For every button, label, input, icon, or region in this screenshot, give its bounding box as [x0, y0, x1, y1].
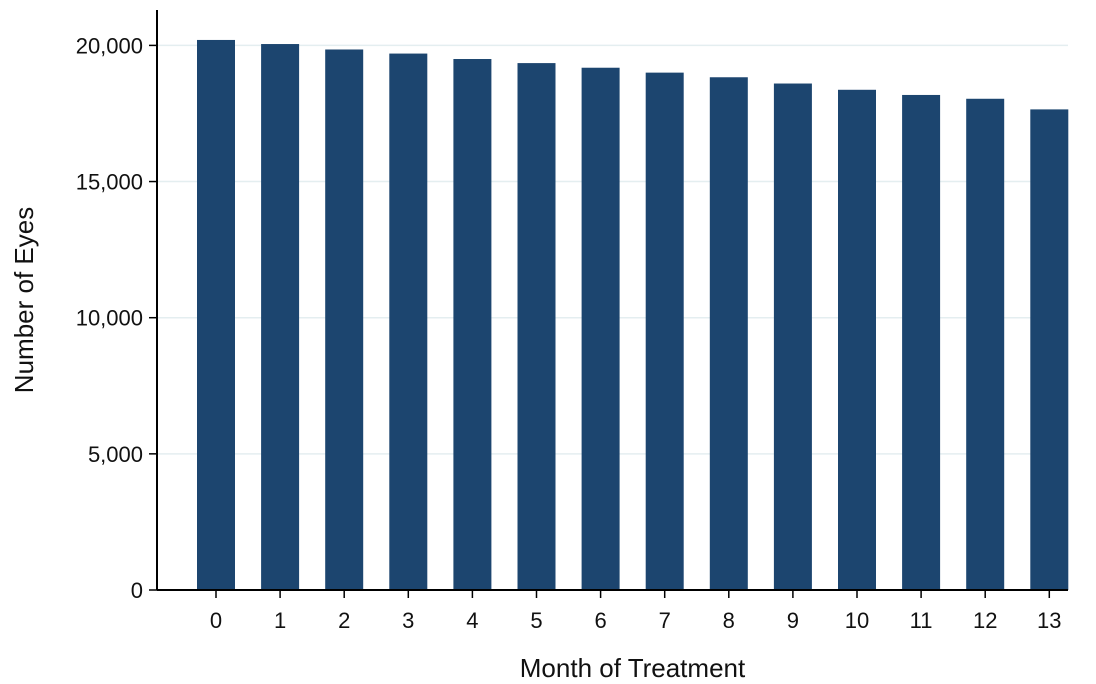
- bar: [325, 49, 364, 590]
- bar: [453, 59, 492, 590]
- y-tick-label: 5,000: [88, 442, 143, 467]
- y-axis-ticks: 0 5,000 10,000 15,000 20,000: [76, 33, 157, 603]
- y-tick-label: 15,000: [76, 170, 143, 195]
- x-tick-label: 9: [787, 608, 799, 633]
- x-tick-label: 12: [973, 608, 997, 633]
- bar: [1030, 109, 1069, 590]
- bar: [261, 44, 300, 591]
- bar: [581, 67, 620, 590]
- bar: [902, 94, 941, 590]
- x-axis-title: Month of Treatment: [520, 653, 746, 683]
- x-tick-label: 3: [402, 608, 414, 633]
- y-tick-label: 0: [131, 578, 143, 603]
- bar: [966, 98, 1005, 590]
- bar: [197, 39, 235, 590]
- y-axis-title: Number of Eyes: [9, 207, 39, 393]
- bar: [773, 83, 812, 591]
- x-tick-label: 11: [910, 608, 933, 633]
- bar: [389, 53, 428, 591]
- x-axis-ticks: 0 1 2 3 4 5 6 7 8 9 10 11 12 13: [210, 590, 1062, 633]
- y-tick-label: 20,000: [76, 33, 143, 58]
- bar: [645, 72, 684, 591]
- x-tick-label: 0: [210, 608, 222, 633]
- y-tick-label: 10,000: [76, 306, 143, 331]
- bar: [517, 63, 556, 591]
- x-tick-label: 1: [274, 608, 286, 633]
- x-tick-label: 8: [723, 608, 735, 633]
- x-tick-label: 4: [466, 608, 478, 633]
- x-tick-label: 5: [530, 608, 542, 633]
- bar: [709, 77, 748, 590]
- x-tick-label: 6: [594, 608, 606, 633]
- x-tick-label: 2: [338, 608, 350, 633]
- x-tick-label: 10: [845, 608, 869, 633]
- x-tick-label: 13: [1037, 608, 1061, 633]
- bar: [838, 89, 876, 591]
- axes: [156, 10, 1068, 591]
- x-tick-label: 7: [659, 608, 671, 633]
- bars: [197, 39, 1069, 591]
